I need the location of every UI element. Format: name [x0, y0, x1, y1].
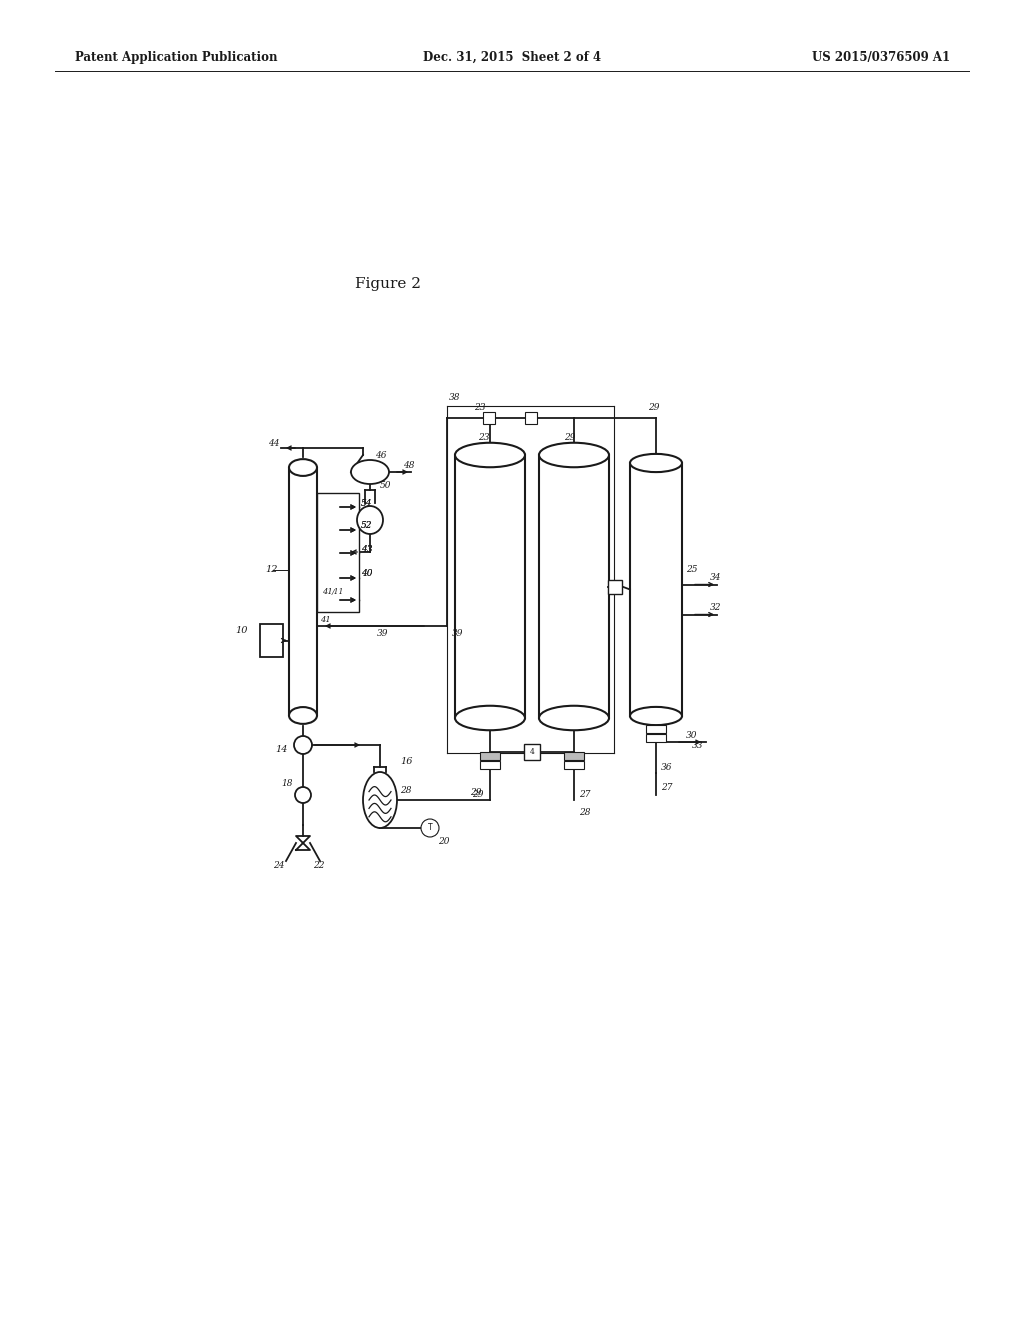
Text: 39: 39: [452, 628, 464, 638]
Text: 29: 29: [648, 403, 659, 412]
Text: 50: 50: [380, 480, 391, 490]
Bar: [564, 762, 584, 770]
Text: 20: 20: [438, 837, 450, 846]
Ellipse shape: [630, 708, 682, 725]
Text: 44: 44: [268, 438, 280, 447]
Bar: [646, 725, 666, 733]
Text: 25: 25: [686, 565, 697, 574]
Text: 32: 32: [710, 603, 722, 612]
Text: 38: 38: [449, 393, 461, 403]
Bar: [525, 412, 537, 424]
Text: 4: 4: [529, 748, 535, 756]
Text: 52: 52: [361, 521, 373, 531]
Ellipse shape: [539, 706, 609, 730]
Text: 34: 34: [710, 573, 722, 582]
Text: 28: 28: [400, 785, 412, 795]
Text: 54: 54: [361, 499, 373, 507]
Text: 46: 46: [375, 450, 386, 459]
Text: 30: 30: [686, 730, 697, 739]
Bar: [564, 752, 584, 760]
Ellipse shape: [357, 506, 383, 535]
Ellipse shape: [289, 708, 317, 723]
Text: 52: 52: [361, 521, 373, 531]
Text: 43: 43: [361, 544, 373, 553]
Bar: [480, 762, 500, 770]
Text: T: T: [428, 824, 432, 833]
Ellipse shape: [289, 459, 317, 477]
Text: 48: 48: [403, 461, 415, 470]
Text: 33: 33: [692, 741, 703, 750]
Text: 41: 41: [322, 587, 333, 597]
Bar: [317, 492, 359, 612]
Bar: [608, 579, 622, 594]
Text: 18: 18: [281, 779, 293, 788]
Text: Patent Application Publication: Patent Application Publication: [75, 50, 278, 63]
Text: 14: 14: [275, 746, 288, 755]
Text: 24: 24: [273, 861, 285, 870]
Text: 40: 40: [361, 569, 373, 578]
Bar: [480, 752, 500, 760]
Text: 54: 54: [361, 499, 373, 507]
Text: Dec. 31, 2015  Sheet 2 of 4: Dec. 31, 2015 Sheet 2 of 4: [423, 50, 601, 63]
Ellipse shape: [362, 772, 397, 828]
Ellipse shape: [351, 459, 389, 484]
Text: 43: 43: [361, 544, 373, 553]
Text: 16: 16: [400, 758, 413, 767]
Text: /11: /11: [332, 587, 344, 597]
Bar: [524, 744, 540, 760]
Ellipse shape: [455, 442, 525, 467]
Text: 23: 23: [474, 403, 485, 412]
Text: 41: 41: [319, 616, 331, 624]
Text: 22: 22: [313, 861, 325, 870]
Text: US 2015/0376509 A1: US 2015/0376509 A1: [812, 50, 950, 63]
Text: 10: 10: [234, 626, 248, 635]
Bar: [646, 734, 666, 742]
Ellipse shape: [455, 706, 525, 730]
Text: 27: 27: [579, 789, 591, 799]
Text: 23: 23: [478, 433, 489, 441]
Text: 29: 29: [564, 433, 575, 441]
Ellipse shape: [539, 442, 609, 467]
Text: 40: 40: [361, 569, 373, 578]
Text: 27: 27: [662, 783, 673, 792]
Text: Figure 2: Figure 2: [355, 277, 421, 290]
Text: 36: 36: [662, 763, 673, 772]
Circle shape: [295, 787, 311, 803]
Bar: [260, 624, 283, 657]
Circle shape: [294, 737, 312, 754]
Text: 29: 29: [472, 789, 483, 799]
Bar: [483, 412, 495, 424]
Circle shape: [421, 818, 439, 837]
Text: 29: 29: [470, 788, 481, 797]
Text: 39: 39: [377, 628, 388, 638]
Text: 28: 28: [579, 808, 591, 817]
Ellipse shape: [630, 454, 682, 473]
Text: 12: 12: [265, 565, 278, 574]
